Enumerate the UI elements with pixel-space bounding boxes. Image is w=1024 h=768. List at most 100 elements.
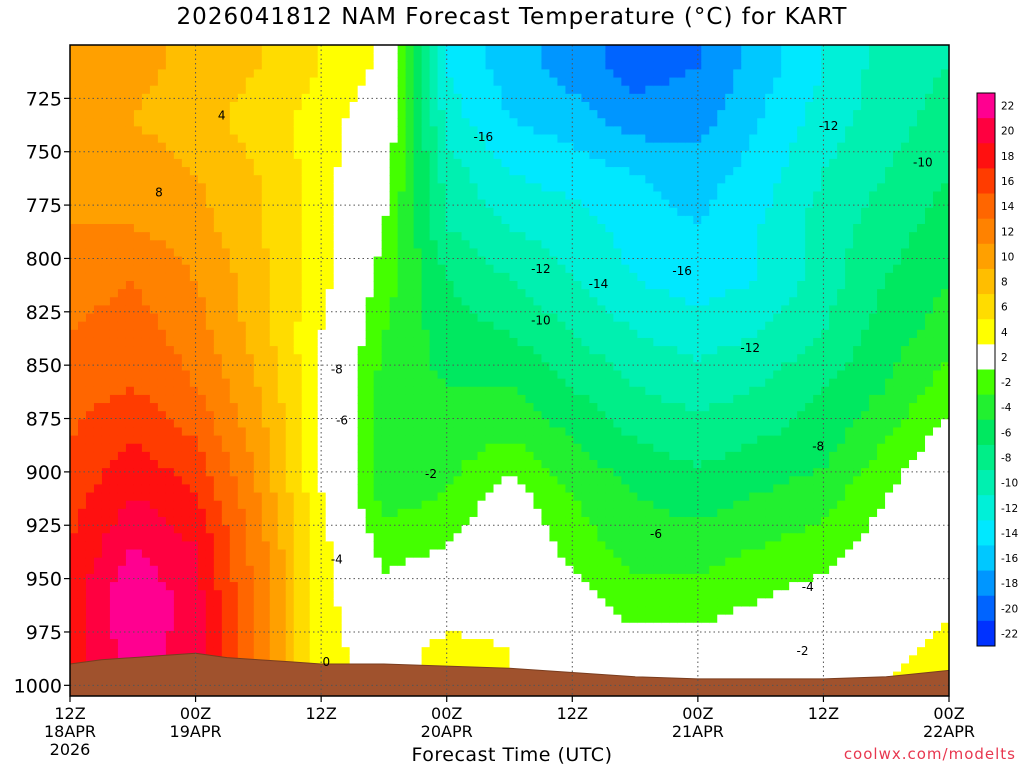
heatmap-cell [485, 468, 495, 477]
heatmap-cell [70, 248, 79, 258]
heatmap-cell [197, 435, 207, 445]
heatmap-cell [493, 142, 503, 152]
heatmap-cell [309, 329, 319, 339]
heatmap-cell [453, 110, 463, 119]
heatmap-cell [541, 248, 551, 258]
heatmap-cell [165, 167, 175, 176]
heatmap-cell [317, 451, 327, 461]
heatmap-cell [133, 264, 143, 274]
heatmap-cell [117, 337, 127, 347]
heatmap-cell [77, 606, 87, 616]
heatmap-cell [421, 386, 431, 396]
heatmap-cell [77, 500, 87, 510]
heatmap-cell [421, 655, 431, 665]
heatmap-cell [541, 541, 551, 551]
heatmap-cell [301, 435, 311, 445]
heatmap-cell [413, 630, 423, 640]
heatmap-cell [197, 289, 207, 298]
heatmap-cell [557, 370, 567, 380]
heatmap-cell [381, 500, 391, 510]
heatmap-cell [421, 354, 431, 363]
heatmap-cell [229, 508, 239, 518]
heatmap-cell [70, 484, 79, 494]
heatmap-cell [293, 582, 303, 591]
heatmap-cell [85, 614, 95, 624]
heatmap-cell [541, 346, 551, 355]
heatmap-cell [93, 492, 103, 502]
heatmap-cell [229, 378, 239, 388]
heatmap-cell [149, 492, 159, 502]
heatmap-cell [317, 45, 327, 54]
heatmap-cell [149, 508, 159, 518]
heatmap-cell [485, 150, 495, 160]
heatmap-cell [565, 85, 575, 95]
heatmap-cell [261, 289, 271, 298]
heatmap-cell [70, 167, 79, 176]
heatmap-cell [70, 329, 79, 339]
heatmap-cell [117, 557, 127, 567]
heatmap-cell [325, 557, 335, 567]
chart-title: 2026041812 NAM Forecast Temperature (°C)… [176, 4, 848, 30]
heatmap-cell [541, 69, 551, 79]
heatmap-cell [429, 508, 439, 518]
heatmap-cell [221, 598, 231, 608]
heatmap-cell [397, 256, 407, 266]
heatmap-cell [525, 484, 535, 494]
heatmap-cell [189, 468, 199, 477]
heatmap-cell [133, 394, 143, 404]
heatmap-cell [477, 134, 487, 144]
heatmap-cell [301, 85, 311, 95]
heatmap-cell [85, 183, 95, 193]
heatmap-cell [253, 240, 263, 250]
heatmap-cell [309, 435, 319, 445]
heatmap-cell [70, 508, 79, 518]
heatmap-cell [333, 272, 343, 282]
heatmap-cell [133, 606, 143, 616]
heatmap-cell [173, 394, 183, 404]
heatmap-cell [445, 443, 455, 453]
heatmap-cell [357, 264, 367, 274]
heatmap-cell [541, 533, 551, 542]
heatmap-cell [333, 582, 343, 591]
heatmap-cell [477, 451, 487, 461]
heatmap-cell [325, 573, 335, 583]
heatmap-cell [109, 386, 119, 396]
heatmap-cell [373, 346, 383, 355]
heatmap-cell [237, 403, 247, 412]
heatmap-cell [365, 289, 375, 298]
heatmap-cell [405, 427, 415, 437]
heatmap-cell [317, 557, 327, 567]
heatmap-cell [261, 468, 271, 477]
heatmap-cell [405, 525, 415, 534]
heatmap-cell [317, 53, 327, 62]
heatmap-cell [205, 150, 215, 160]
heatmap-cell [477, 614, 487, 624]
heatmap-cell [549, 655, 559, 665]
heatmap-cell [229, 93, 239, 103]
heatmap-cell [429, 150, 439, 160]
heatmap-cell [389, 622, 399, 632]
heatmap-cell [333, 370, 343, 380]
heatmap-cell [429, 313, 439, 323]
heatmap-cell [541, 451, 551, 461]
heatmap-cell [557, 354, 567, 363]
heatmap-cell [493, 451, 503, 461]
heatmap-cell [333, 167, 343, 176]
heatmap-cell [157, 126, 167, 136]
heatmap-cell [325, 53, 335, 62]
heatmap-cell [501, 110, 511, 119]
heatmap-cell [413, 451, 423, 461]
heatmap-cell [357, 525, 367, 534]
heatmap-cell [261, 207, 271, 217]
heatmap-cell [253, 142, 263, 152]
heatmap-cell [301, 533, 311, 542]
heatmap-cell [325, 500, 335, 510]
heatmap-cell [525, 378, 535, 388]
heatmap-cell [477, 630, 487, 640]
heatmap-cell [125, 346, 135, 355]
heatmap-cell [77, 655, 87, 665]
heatmap-cell [173, 639, 183, 648]
heatmap-cell [333, 476, 343, 486]
heatmap-cell [421, 451, 431, 461]
heatmap-cell [157, 427, 167, 437]
